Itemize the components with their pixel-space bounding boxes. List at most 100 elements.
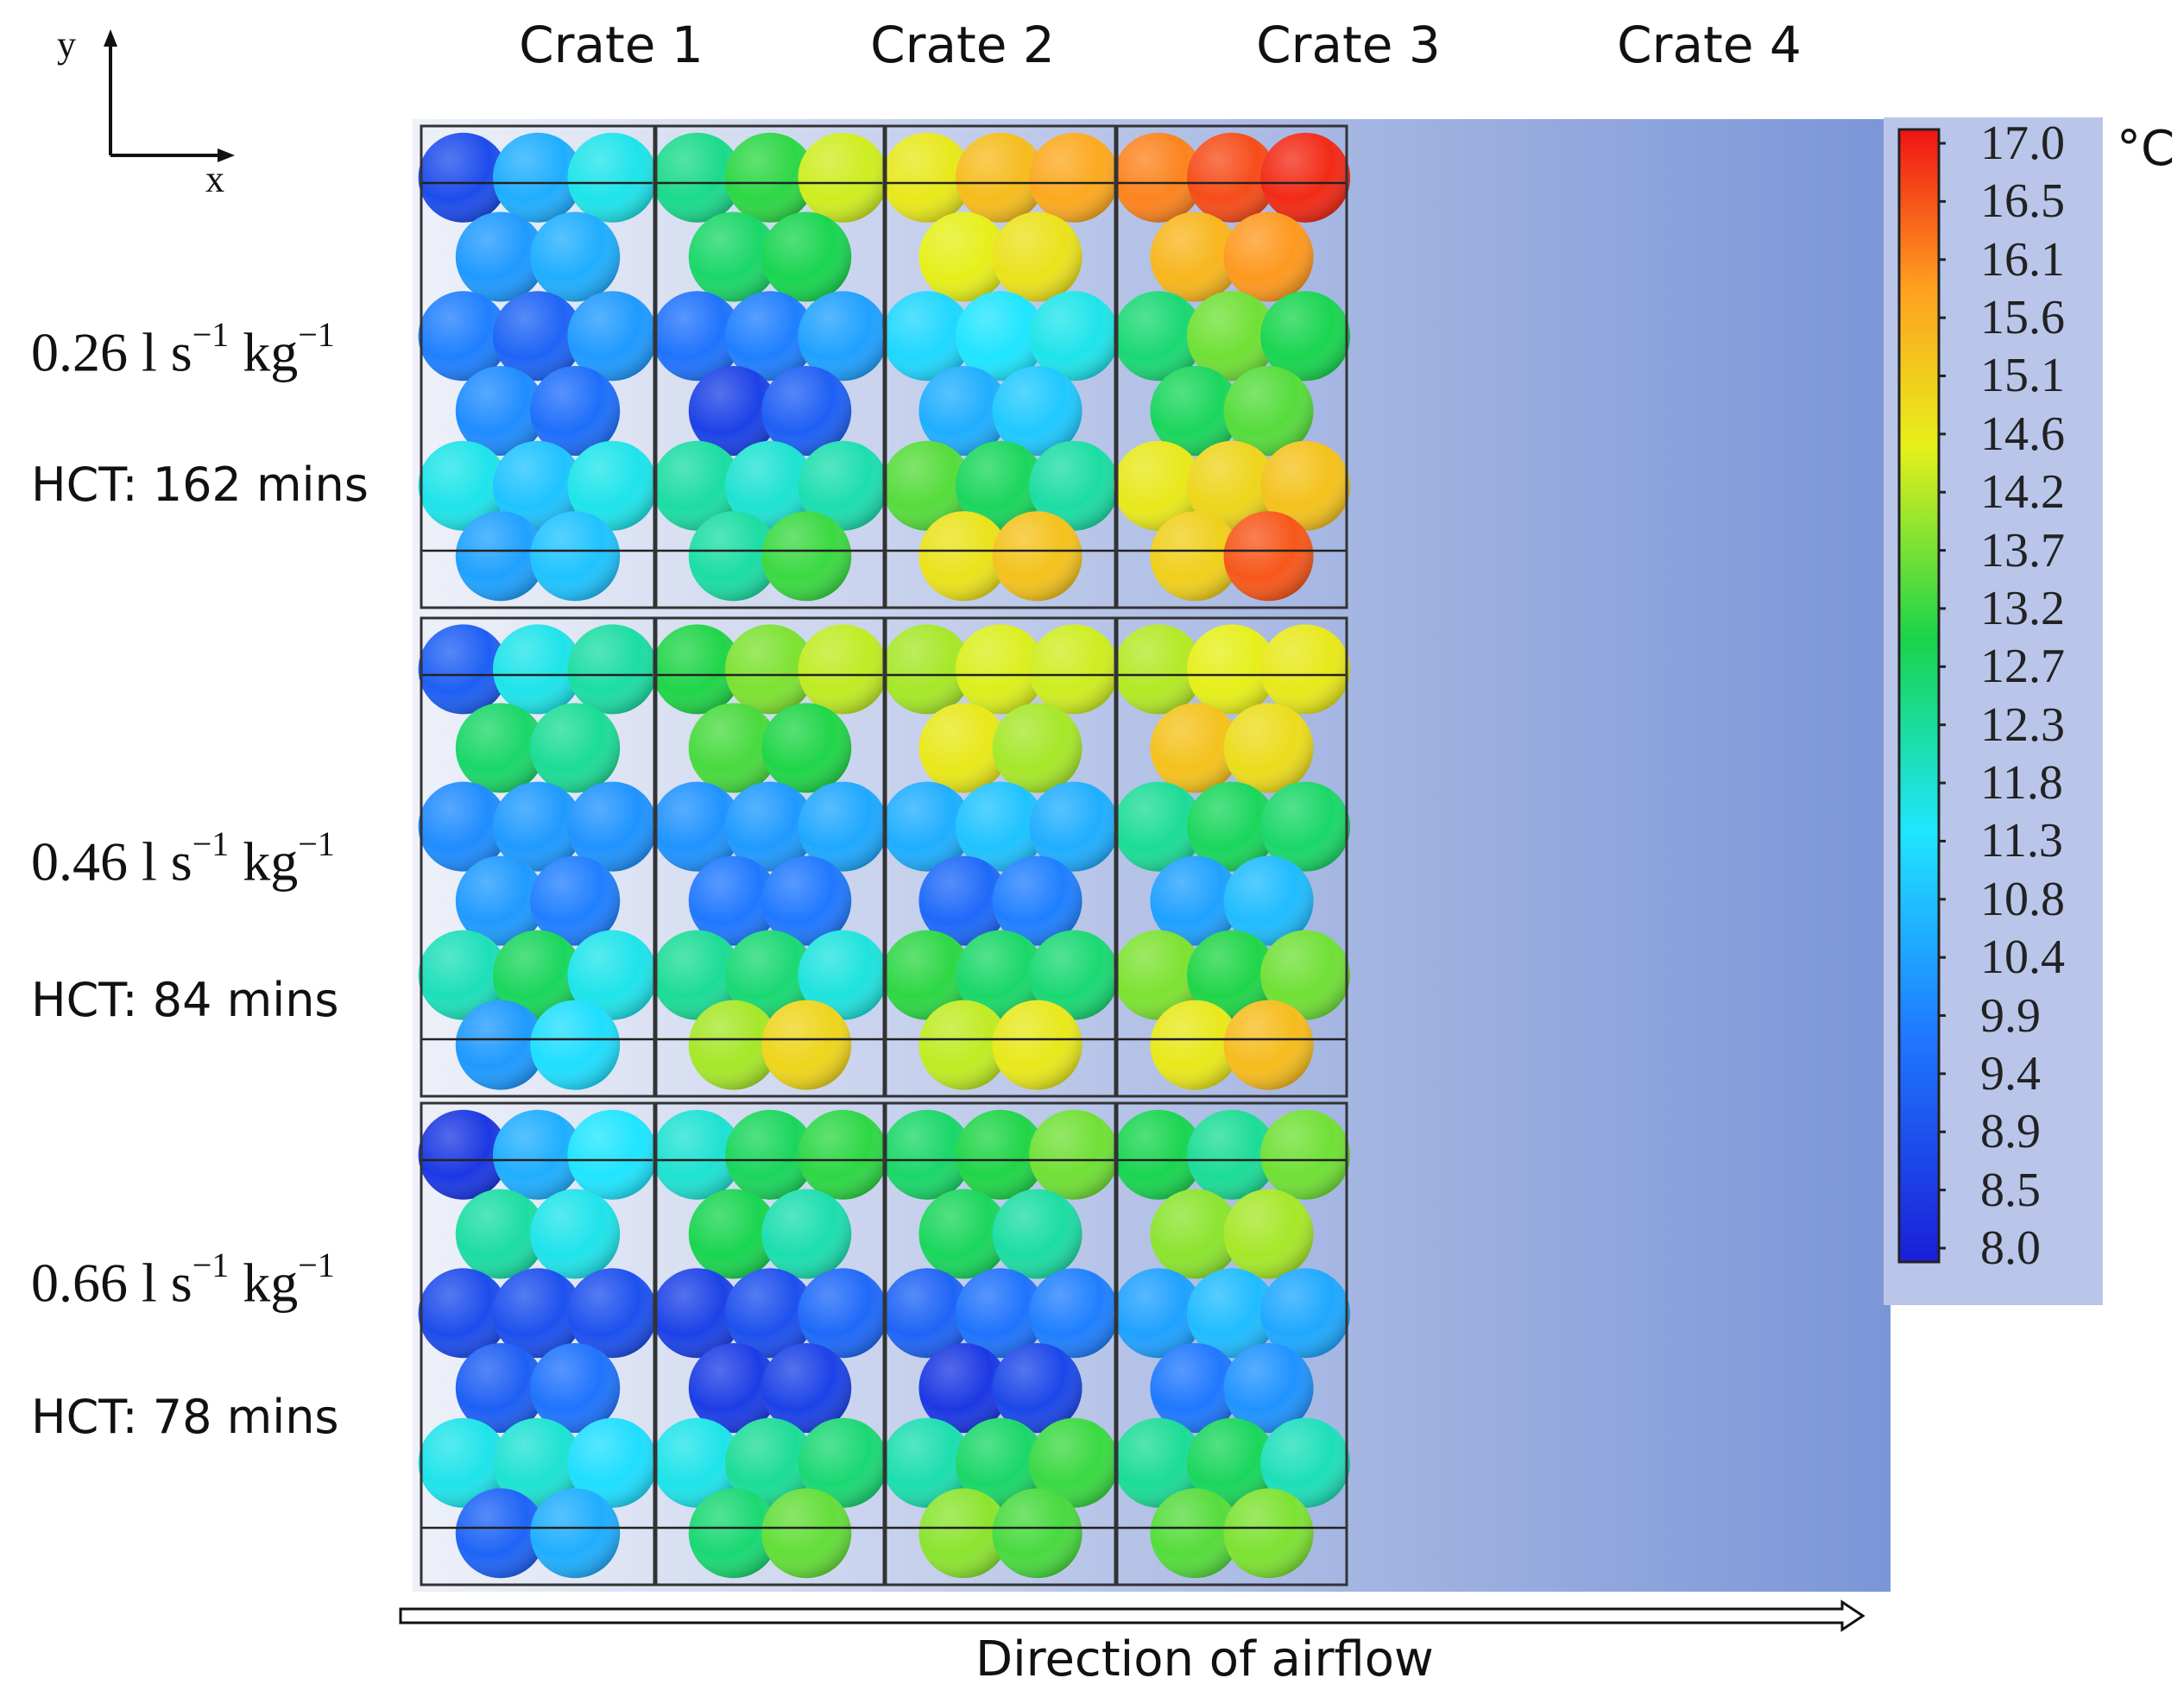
fruit-shading xyxy=(1150,366,1240,456)
fruit-shading xyxy=(1260,930,1351,1020)
fruit-shading xyxy=(493,930,583,1020)
fruit-shading xyxy=(725,1109,815,1200)
fruit-shading xyxy=(1223,1189,1314,1279)
fruit-shading xyxy=(918,511,1009,602)
fruit-shading xyxy=(530,1189,621,1279)
fruit-shading xyxy=(530,855,621,946)
fruit-shading xyxy=(1029,1417,1120,1508)
fruit-shading xyxy=(652,1109,742,1200)
fruit-shading xyxy=(1223,366,1314,456)
fruit-shading xyxy=(992,703,1083,793)
fruit-shading xyxy=(418,624,508,715)
fruit-shading xyxy=(493,1109,583,1200)
fruit-shading xyxy=(1260,1268,1351,1359)
crate-border xyxy=(884,616,1117,1098)
fruit-shading xyxy=(1113,291,1203,382)
fruit-shading xyxy=(1150,211,1240,302)
fruit-shading xyxy=(1187,132,1277,223)
fruit-shading xyxy=(761,1343,852,1433)
fruit-shading xyxy=(992,1343,1083,1433)
fruit-shading xyxy=(493,132,583,223)
fruit-shading xyxy=(725,1417,815,1508)
colorbar-tick-label: 11.3 xyxy=(1980,814,2063,868)
fruit-shading xyxy=(761,703,852,793)
fruit-shading xyxy=(798,1417,888,1508)
fruit-shading xyxy=(567,1417,658,1508)
fruit-shading xyxy=(1187,1268,1277,1359)
colorbar-tick-label: 17.0 xyxy=(1980,117,2065,170)
fruit-shading xyxy=(1150,1189,1240,1279)
colorbar-tick-label: 14.6 xyxy=(1980,407,2065,461)
fruit-shading xyxy=(918,1343,1009,1433)
fruit-shading xyxy=(493,781,583,872)
fruit-shading xyxy=(1029,781,1120,872)
fruit-shading xyxy=(530,1000,621,1090)
crate-border xyxy=(654,1101,886,1587)
crate-border xyxy=(1115,616,1348,1098)
fruit-shading xyxy=(992,1000,1083,1090)
fruit-shading xyxy=(688,703,779,793)
fruit-shading xyxy=(1223,1000,1314,1090)
colorbar-tick-label: 11.8 xyxy=(1980,756,2063,811)
fruit-shading xyxy=(688,1189,779,1279)
fruit-shading xyxy=(798,132,888,223)
fruit-shading xyxy=(798,624,888,715)
fruit-shading xyxy=(992,511,1083,602)
crate-cell-r1-c4 xyxy=(1113,132,1351,602)
crate-border xyxy=(420,1101,656,1587)
fruit-shading xyxy=(956,1109,1045,1200)
fruit-shading xyxy=(881,291,972,382)
fruit-shading xyxy=(418,440,508,531)
fruit-shading xyxy=(530,211,621,302)
fruit-shading xyxy=(1223,1488,1314,1579)
crate-cell-r3-c3 xyxy=(881,1109,1120,1579)
fruit-shading xyxy=(1113,1417,1203,1508)
fruit-shading xyxy=(1029,1109,1120,1200)
fruit-shading xyxy=(992,1488,1083,1579)
row-hct-2: HCT: 84 mins xyxy=(31,973,339,1027)
fruit-shading xyxy=(798,440,888,531)
row-rate-3: 0.66 l s−1 kg−1 xyxy=(31,1246,335,1314)
crate-border xyxy=(654,124,886,609)
fruit-shading xyxy=(652,781,742,872)
fruit-shading xyxy=(455,366,546,456)
crate-border xyxy=(884,124,1117,609)
fruit-shading xyxy=(956,291,1045,382)
fruit-shading xyxy=(1113,781,1203,872)
fruit-shading xyxy=(493,624,583,715)
fruit-shading xyxy=(1029,132,1120,223)
fruit-shading xyxy=(918,703,1009,793)
fruit-shading xyxy=(1223,211,1314,302)
fruit-shading xyxy=(1029,1268,1120,1359)
fruit-shading xyxy=(418,781,508,872)
crate-label-3: Crate 3 xyxy=(1256,16,1441,74)
fruit-shading xyxy=(652,291,742,382)
fruit-shading xyxy=(493,1268,583,1359)
fruit-shading xyxy=(1029,291,1120,382)
fruit-shading xyxy=(652,1268,742,1359)
fruit-shading xyxy=(725,930,815,1020)
fruit-shading xyxy=(956,781,1045,872)
fruit-shading xyxy=(567,291,658,382)
colorbar-tick-label: 8.5 xyxy=(1980,1163,2041,1217)
temperature-grid xyxy=(413,119,1890,1592)
fruit-shading xyxy=(918,1000,1009,1090)
fruit-shading xyxy=(1260,781,1351,872)
colorbar-tick-label: 13.7 xyxy=(1980,523,2065,577)
fruit-shading xyxy=(918,366,1009,456)
crate-border xyxy=(1115,124,1348,609)
axis-indicator xyxy=(104,29,235,162)
fruit-shading xyxy=(418,1268,508,1359)
colorbar-tick-label: 8.9 xyxy=(1980,1105,2041,1159)
colorbar-tick-label: 10.4 xyxy=(1980,931,2065,985)
fruit-shading xyxy=(530,366,621,456)
fruit-shading xyxy=(725,624,815,715)
crate-border xyxy=(420,616,656,1098)
fruit-shading xyxy=(455,211,546,302)
fruit-shading xyxy=(956,440,1045,531)
colorbar-tick-label: 16.5 xyxy=(1980,174,2065,229)
fruit-shading xyxy=(688,511,779,602)
row-rate-2: 0.46 l s−1 kg−1 xyxy=(31,824,335,893)
fruit-shading xyxy=(567,440,658,531)
fruit-shading xyxy=(1260,1417,1351,1508)
